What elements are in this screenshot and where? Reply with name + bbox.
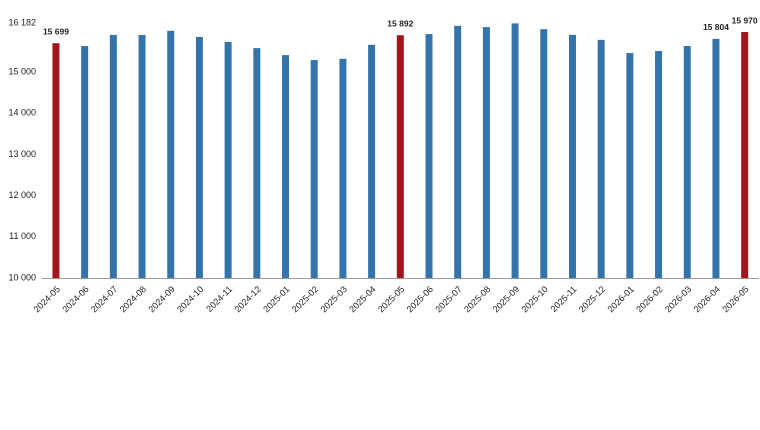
y-tick-label: 10 000	[8, 272, 36, 282]
x-tick-label: 2025-11	[549, 284, 579, 314]
x-tick-label: 2024-11	[204, 284, 234, 314]
x-tick-label: 2025-01	[261, 284, 291, 314]
bar	[568, 34, 576, 278]
bar	[482, 27, 490, 278]
bar	[454, 25, 462, 278]
x-tick-label: 2025-07	[433, 284, 463, 314]
x-tick-label: 2024-08	[118, 284, 148, 314]
y-tick-label: 13 000	[8, 149, 36, 159]
bar	[626, 53, 634, 278]
bar	[597, 39, 605, 278]
bar	[167, 30, 175, 278]
y-tick-label: 16 182	[8, 18, 36, 28]
bar	[310, 60, 318, 279]
bar	[368, 44, 376, 278]
value-label: 15 699	[43, 26, 69, 36]
y-tick-label: 11 000	[9, 231, 36, 241]
bar	[224, 41, 232, 278]
x-tick-label: 2025-12	[577, 284, 607, 314]
bar	[712, 38, 720, 278]
bar	[282, 55, 290, 278]
bar	[511, 23, 519, 278]
x-tick-label: 2024-05	[32, 284, 62, 314]
x-tick-label: 2026-02	[634, 284, 664, 314]
x-tick-label: 2024-07	[89, 284, 119, 314]
x-tick-label: 2026-05	[720, 284, 750, 314]
bar	[683, 46, 691, 278]
x-tick-label: 2025-10	[519, 284, 549, 314]
x-tick-label: 2024-09	[146, 284, 176, 314]
y-tick-label: 15 000	[8, 66, 36, 76]
value-label: 15 892	[387, 18, 413, 28]
x-tick-label: 2025-06	[405, 284, 435, 314]
bar	[396, 35, 404, 278]
x-tick-label: 2026-01	[606, 284, 636, 314]
bar	[655, 50, 663, 278]
x-tick-label: 2026-04	[692, 284, 722, 314]
bar	[425, 34, 433, 278]
bar	[138, 34, 146, 278]
bar	[339, 58, 347, 279]
bar	[81, 46, 89, 278]
x-tick-label: 2025-02	[290, 284, 320, 314]
x-tick-label: 2024-10	[175, 284, 205, 314]
bar	[109, 34, 117, 278]
x-tick-label: 2026-03	[663, 284, 693, 314]
x-tick-label: 2025-05	[376, 284, 406, 314]
bar	[253, 48, 261, 278]
bar	[540, 29, 548, 278]
bar	[52, 43, 60, 279]
x-tick-label: 2024-06	[60, 284, 90, 314]
x-tick-label: 2025-03	[319, 284, 349, 314]
value-label: 15 970	[732, 15, 758, 25]
x-tick-label: 2025-09	[491, 284, 521, 314]
bar	[195, 36, 203, 278]
value-label: 15 804	[703, 22, 729, 32]
x-tick-label: 2024-12	[232, 284, 262, 314]
y-tick-label: 12 000	[8, 190, 36, 200]
x-tick-label: 2025-04	[347, 284, 377, 314]
y-tick-label: 14 000	[8, 108, 36, 118]
bar	[741, 32, 749, 278]
x-tick-label: 2025-08	[462, 284, 492, 314]
